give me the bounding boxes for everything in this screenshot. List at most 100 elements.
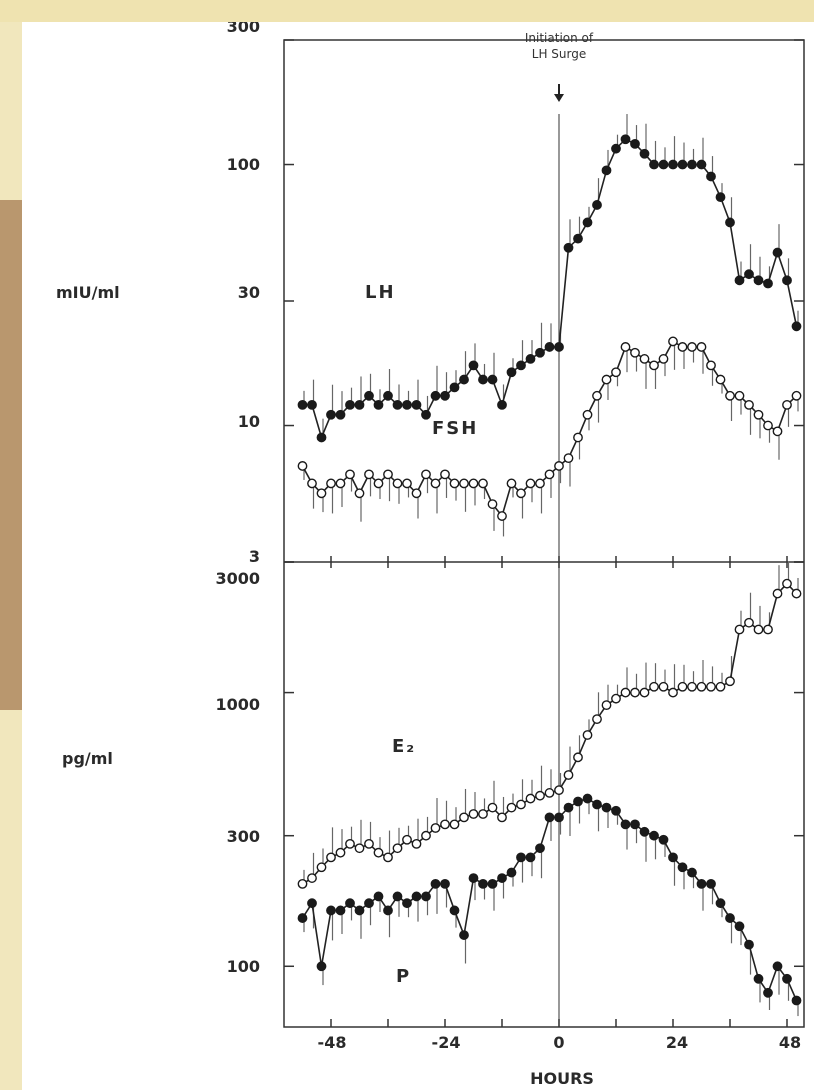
data-point-filled [468, 873, 479, 883]
data-point-filled [364, 898, 374, 909]
data-point-open [554, 785, 564, 796]
data-point-open [411, 488, 422, 499]
data-point-filled [763, 278, 773, 289]
data-point-open [459, 812, 469, 823]
data-point-filled [715, 898, 726, 909]
data-point-open [402, 478, 412, 489]
data-point-filled [791, 321, 802, 332]
data-point-open [506, 802, 517, 813]
data-point-filled [354, 905, 365, 916]
data-point-open [506, 478, 517, 489]
data-point-filled [744, 939, 754, 950]
data-point-filled [677, 862, 688, 873]
data-point-open [744, 399, 754, 410]
data-point-filled [573, 796, 583, 807]
data-point-open [744, 617, 754, 628]
data-point-open [373, 478, 384, 489]
ytick-label-top-3: 3 [249, 547, 260, 566]
data-point-filled [449, 905, 460, 916]
data-point-open [563, 453, 574, 464]
data-point-filled [734, 921, 745, 932]
series-label-p: P [396, 966, 411, 987]
data-point-open [658, 354, 669, 364]
surge-arrow-head [554, 94, 564, 102]
data-point-filled [316, 432, 327, 443]
data-point-open [440, 819, 450, 830]
data-point-filled [554, 342, 564, 352]
data-point-filled [345, 399, 355, 410]
series-line [301, 340, 798, 518]
data-point-filled [354, 399, 365, 410]
x-axis-title: HOURS [530, 1069, 594, 1088]
data-point-open [402, 834, 412, 845]
data-point-open [668, 336, 678, 347]
y-axis-title-top: mIU/ml [56, 283, 120, 302]
data-point-filled [440, 878, 450, 889]
data-point-filled [421, 409, 431, 420]
data-point-open [497, 812, 507, 823]
data-point-filled [497, 399, 507, 410]
data-point-open [440, 469, 450, 480]
data-point-open [620, 687, 631, 698]
data-point-filled [335, 905, 346, 916]
data-point-filled [297, 913, 308, 923]
data-point-open [497, 511, 507, 521]
data-point-filled [554, 812, 564, 823]
data-point-filled [383, 390, 393, 401]
data-point-filled [725, 913, 735, 923]
data-point-open [582, 409, 593, 420]
data-point-filled [326, 409, 336, 420]
data-point-filled [525, 354, 536, 364]
data-point-filled [535, 347, 545, 358]
slide-background-top [0, 0, 814, 22]
xtick-label-24: 24 [666, 1033, 688, 1052]
data-point-open [782, 399, 792, 410]
data-point-filled [582, 217, 593, 228]
series-label-lh: LH [365, 282, 396, 303]
data-point-filled [430, 390, 441, 401]
data-point-filled [402, 898, 412, 909]
data-point-filled [592, 799, 602, 810]
data-point-open [478, 809, 488, 819]
ytick-label-bottom-3000: 3000 [215, 569, 260, 588]
data-point-open [687, 342, 697, 352]
data-point-filled [392, 399, 403, 410]
data-point-filled [402, 399, 412, 410]
data-point-filled [696, 878, 707, 889]
data-point-open [734, 390, 745, 401]
data-point-filled [744, 269, 754, 280]
data-point-filled [516, 360, 526, 371]
data-point-open [554, 461, 564, 471]
data-point-open [725, 390, 735, 401]
data-point-filled [611, 805, 621, 816]
data-point-open [297, 461, 308, 471]
data-point-filled [364, 390, 374, 401]
data-point-filled [620, 134, 631, 145]
data-point-open [563, 770, 574, 780]
data-point-open [487, 802, 498, 813]
data-point-filled [307, 399, 317, 410]
data-point-filled [525, 852, 536, 863]
surge-annotation-line: LH Surge [532, 47, 586, 61]
data-point-open [316, 488, 327, 499]
y-axis-title-bottom: pg/ml [62, 749, 113, 768]
data-point-open [706, 360, 716, 371]
data-point-open [772, 426, 783, 437]
data-point-open [649, 360, 659, 371]
xtick-label-0: 0 [553, 1033, 564, 1052]
data-point-filled [658, 159, 669, 170]
data-point-open [421, 830, 431, 841]
data-point-open [658, 681, 669, 692]
data-point-open [411, 838, 422, 849]
data-point-filled [459, 930, 469, 940]
data-point-filled [668, 852, 678, 863]
data-point-open [373, 847, 384, 858]
data-point-open [782, 578, 792, 589]
data-point-filled [497, 873, 507, 883]
data-point-open [335, 847, 346, 858]
data-point-open [725, 676, 735, 687]
data-point-open [487, 499, 498, 509]
data-point-filled [449, 382, 460, 393]
xtick-label-minus24: -24 [432, 1033, 461, 1052]
data-point-filled [582, 793, 593, 804]
